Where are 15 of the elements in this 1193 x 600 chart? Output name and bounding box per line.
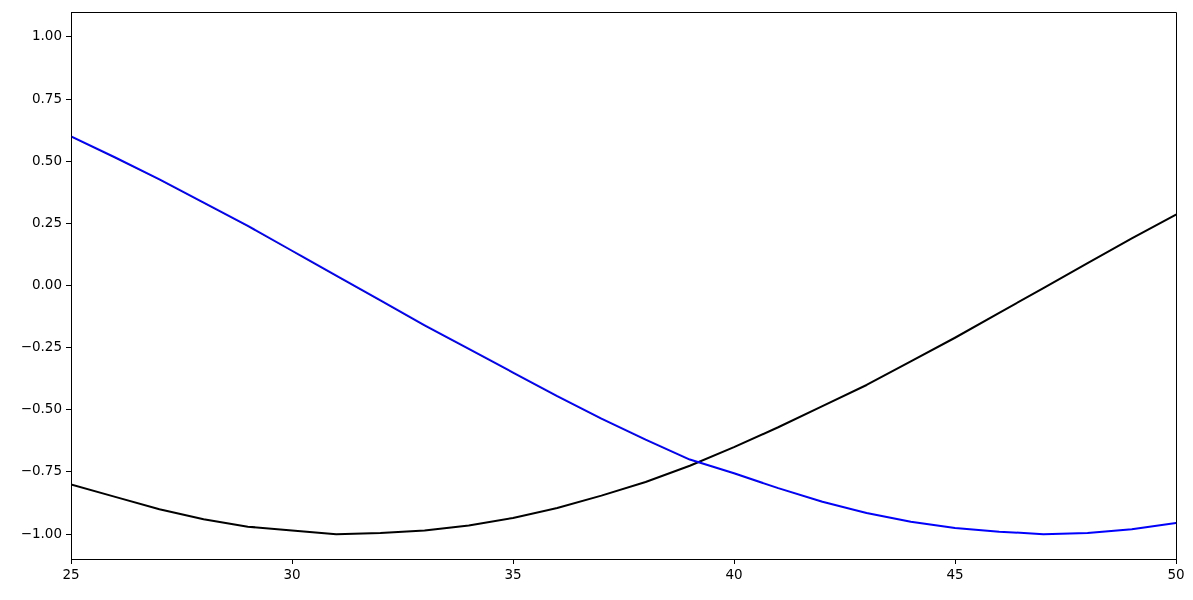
x-tick-label: 40 (725, 565, 743, 582)
x-tick-label: 45 (946, 565, 964, 582)
y-tick-label: 0.00 (31, 276, 62, 293)
y-tick-label: 0.75 (31, 89, 62, 106)
x-tick-label: 50 (1167, 565, 1185, 582)
x-tick-label: 30 (283, 565, 301, 582)
y-tick-label: 1.00 (31, 27, 62, 44)
y-tick-label: −1.00 (20, 524, 62, 541)
y-tick-label: −0.25 (20, 338, 62, 355)
y-tick-label: 0.50 (31, 151, 62, 168)
y-tick-label: −0.75 (20, 462, 62, 479)
x-tick-label: 25 (62, 565, 80, 582)
y-tick-label: 0.25 (31, 213, 62, 230)
y-tick-label: −0.50 (20, 400, 62, 417)
x-tick-label: 35 (504, 565, 522, 582)
